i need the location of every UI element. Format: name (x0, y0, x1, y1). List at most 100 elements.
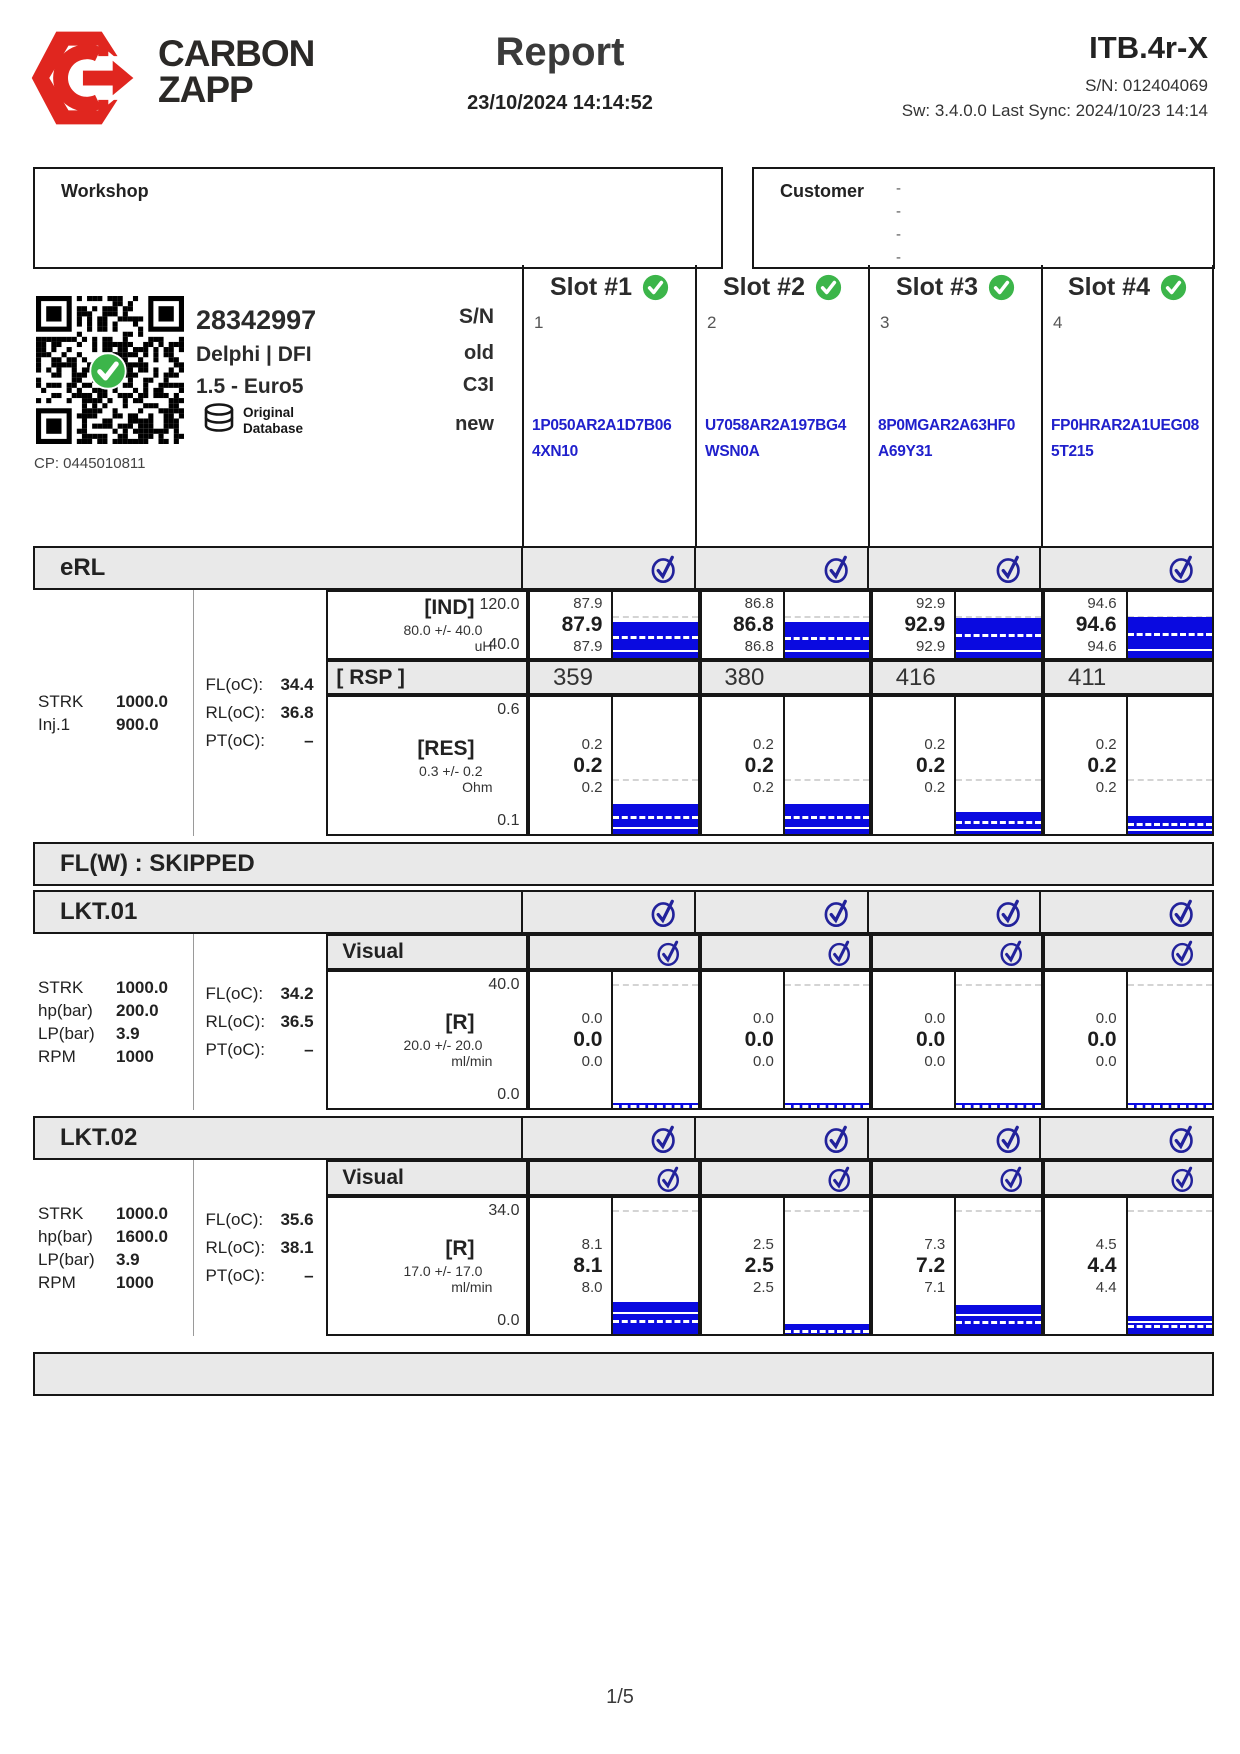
erl-section: STRK 1000.0 Inj.1 900.0 FL(oC): 34.4 RL(oC)… (33, 590, 1214, 836)
test-tolerance: 20.0 +/- 20.0 (403, 1037, 483, 1053)
section-band-lkt01: LKT.01 (33, 890, 1214, 934)
temp-label: PT(oC): (205, 1040, 266, 1059)
customer-line: - (896, 203, 901, 220)
blue-check-icon (656, 1164, 698, 1193)
slot-header-4: Slot #4 4 FP0HRAR2A1UEG08 5T215 (1041, 265, 1214, 546)
blue-check-icon (999, 938, 1041, 967)
blue-check-icon (656, 938, 698, 967)
value-min: 0.0 (581, 1053, 603, 1070)
value-max: 0.2 (581, 735, 603, 753)
blue-check-icon (1170, 1164, 1212, 1193)
value-min: 0.0 (924, 1053, 946, 1070)
erl-slot2-results: 86.8 86.8 86.8 380 0.2 0.2 0.2 (699, 590, 872, 836)
value-avg: 0.2 (916, 753, 946, 777)
temp-value: – (304, 1266, 314, 1285)
slot-code-line1: 1P050AR2A1D7B06 (532, 417, 672, 434)
slot-code-line1: U7058AR2A197BG4 (705, 417, 847, 434)
value-max: 0.0 (753, 1010, 774, 1027)
value-max: 87.9 (573, 595, 603, 612)
customer-line: - (896, 226, 901, 243)
res-measure-cell: 0.2 0.2 0.2 (871, 695, 1043, 836)
value-max: 0.2 (924, 735, 946, 753)
blue-check-icon (1168, 1123, 1196, 1154)
slot-number: 1 (534, 313, 544, 332)
database-label-line1: Original (243, 405, 295, 420)
slot-code-line2: A69Y31 (878, 443, 933, 460)
bar-chart (613, 697, 698, 834)
r-measure-cell: 2.5 2.5 2.5 (699, 1196, 872, 1336)
blue-check-icon (995, 553, 1023, 584)
slot-header-1: Slot #1 1 1P050AR2A1D7B06 4XN10 (522, 265, 695, 546)
bar-chart (613, 1198, 698, 1334)
temp-value: 35.6 (280, 1210, 314, 1229)
value-min: 0.2 (924, 778, 946, 796)
visual-check-cell (1042, 1160, 1214, 1196)
scale-min: 0.1 (497, 812, 520, 829)
bar-chart (1127, 1198, 1212, 1334)
scale-min: 0.0 (497, 1086, 520, 1103)
param-value: 1600.0 (116, 1227, 168, 1246)
r-test-box: [R] 17.0 +/- 17.0 ml/min 34.0 0.0 (326, 1196, 529, 1336)
slot-code-line2: WSN0A (705, 443, 760, 460)
value-min: 2.5 (753, 1279, 774, 1296)
erl-params: STRK 1000.0 Inj.1 900.0 (33, 590, 194, 836)
res-measure-cell: 0.2 0.2 0.2 (1042, 695, 1214, 836)
value-max: 0.0 (581, 1010, 603, 1027)
temp-label: FL(oC): (205, 984, 264, 1003)
test-label: [R] (445, 1237, 475, 1260)
temp-value: – (304, 1040, 314, 1059)
blue-check-icon (995, 1123, 1023, 1154)
value-max: 92.9 (916, 595, 946, 612)
scale-max: 0.6 (497, 701, 520, 718)
visual-check-cell (528, 934, 700, 970)
test-label: [R] (445, 1011, 475, 1034)
value-avg: 0.0 (573, 1028, 603, 1051)
value-max: 0.0 (1095, 1010, 1117, 1027)
bar-chart (956, 972, 1041, 1108)
value-max: 4.5 (1095, 1236, 1117, 1253)
value-avg: 2.5 (744, 1254, 774, 1277)
slot-code-line1: 8P0MGAR2A63HF0 (878, 417, 1016, 434)
temp-label: RL(oC): (205, 1012, 266, 1031)
old-label: old (464, 342, 494, 364)
value-min: 0.0 (1095, 1053, 1117, 1070)
blue-check-icon (827, 1164, 869, 1193)
slot-pass-icon (815, 274, 842, 301)
value-min: 86.8 (744, 638, 774, 655)
r-measure-cell: 7.3 7.2 7.1 (871, 1196, 1043, 1336)
slot-title: Slot #2 (723, 273, 805, 301)
param-label: STRK (38, 978, 84, 997)
lkt01-temps: FL(oC): 34.2 RL(oC): 36.5 PT(oC): – (194, 934, 327, 1110)
brand-line2: ZAPP (158, 69, 254, 110)
rsp-value: 359 (552, 663, 593, 691)
value-avg: 92.9 (904, 613, 946, 636)
lkt02-params: STRK 1000.0 hp(bar) 1600.0 LP(bar) 3.9 RPM 1… (33, 1160, 194, 1336)
temp-label: PT(oC): (205, 1266, 266, 1285)
slot-title: Slot #1 (550, 273, 632, 301)
test-tolerance: 17.0 +/- 17.0 (403, 1263, 483, 1279)
bar-chart (1127, 592, 1212, 658)
part-number: 28342997 (196, 305, 317, 335)
visual-label: Visual (342, 1166, 404, 1189)
r-measure-cell: 0.0 0.0 0.0 (1042, 970, 1214, 1110)
rsp-label: [ RSP ] (336, 665, 405, 689)
temp-value: 36.8 (280, 703, 314, 722)
test-unit: ml/min (451, 1279, 493, 1295)
temp-label: FL(oC): (205, 675, 264, 694)
temp-value: 36.5 (280, 1012, 314, 1031)
value-min: 0.2 (581, 778, 603, 796)
value-min: 0.2 (753, 778, 774, 796)
test-label: [IND] (424, 596, 475, 619)
param-value: 1000 (116, 1047, 154, 1066)
blue-check-icon (1170, 938, 1212, 967)
rsp-value: 416 (895, 663, 936, 691)
r-measure-cell: 4.5 4.4 4.4 (1042, 1196, 1214, 1336)
lkt01-slot4-results: 0.0 0.0 0.0 (1042, 934, 1214, 1110)
lkt02-slot3-status (866, 1118, 1040, 1158)
erl-slot3-status (866, 548, 1040, 588)
r-measure-cell: 8.1 8.1 8.0 (528, 1196, 700, 1336)
param-label: STRK (38, 1204, 84, 1223)
cp-number: CP: 0445010811 (34, 455, 146, 472)
slot-header-2: Slot #2 2 U7058AR2A197BG4 WSN0A (695, 265, 868, 546)
